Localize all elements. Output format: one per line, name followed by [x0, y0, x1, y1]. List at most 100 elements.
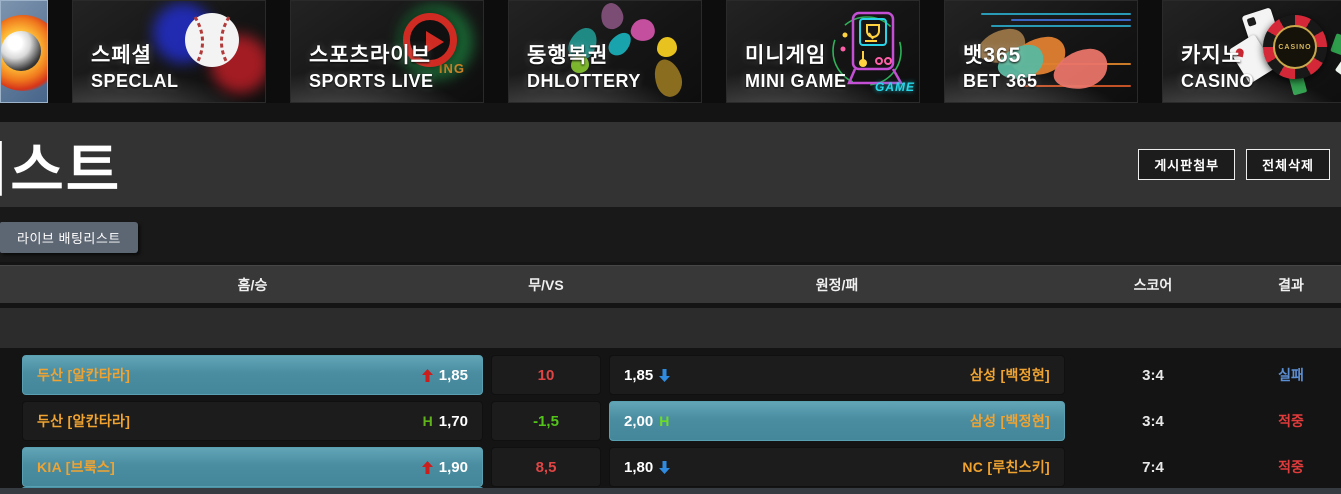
odds-up-arrow-icon: [421, 368, 433, 382]
home-odds-value: 1,85: [421, 366, 468, 384]
lottery-bean-icon: [598, 1, 626, 32]
title-clip: 리스트: [0, 122, 420, 207]
bet-row: 두산 [알칸타라] H 1,70 -1,5 2,00 H 삼성 [백정현] 3:…: [0, 401, 1341, 441]
away-odds-cell[interactable]: 1,85 삼성 [백정현]: [609, 355, 1065, 395]
tile-label-en: DHLOTTERY: [527, 71, 641, 91]
table-header: 홈/승 무/VS 원정/패 스코어 결과: [0, 265, 1341, 303]
tile-labels: 뱃365 BET 365: [963, 39, 1038, 92]
tile-label-en: SPORTS LIVE: [309, 71, 434, 91]
play-button-icon: [403, 13, 457, 67]
odds-number: 1,70: [438, 412, 468, 430]
handicap-marker: H: [659, 413, 670, 429]
tile-label-en: MINI GAME: [745, 71, 847, 91]
nav-tile-dhlottery[interactable]: 동행복권 DHLOTTERY: [508, 0, 702, 103]
tile-label-kr: 카지노: [1181, 44, 1242, 67]
tile-sheen: [1163, 70, 1341, 102]
odds-down-arrow-icon: [659, 460, 671, 474]
odds-number: 1,80: [624, 458, 654, 476]
nav-tile-sports-live[interactable]: ING 스포츠라이브 SPORTS LIVE: [290, 0, 484, 103]
tile-labels: 미니게임 MINI GAME: [745, 39, 847, 92]
casino-chip-icon: CASINO: [1263, 15, 1327, 79]
nav-tile-hot-match[interactable]: [0, 0, 48, 103]
col-header-away-lose: 원정/패: [815, 276, 859, 293]
nav-tile-special[interactable]: 스페셜 SPECLAL: [72, 0, 266, 103]
odds-up-arrow-icon: [421, 460, 433, 474]
tile-label-en: CASINO: [1181, 71, 1255, 91]
lottery-bean-icon: [657, 37, 677, 57]
tile-label-kr: 미니게임: [745, 44, 827, 67]
nav-tile-bet365[interactable]: 뱃365 BET 365: [944, 0, 1138, 103]
chip-label: CASINO: [1278, 43, 1312, 51]
tab-live-betting-list[interactable]: 라이브 배팅리스트: [0, 222, 138, 253]
away-team-label: 삼성 [백정현]: [969, 413, 1050, 429]
home-team-label: 두산 [알칸타라]: [37, 413, 131, 429]
tile-sheen: [945, 70, 1135, 102]
home-odds-value: H 1,70: [423, 413, 468, 430]
mini-card-icon: [1330, 33, 1341, 56]
result-badge: 적중: [1278, 459, 1304, 475]
home-team-label: KIA [브룩스]: [37, 459, 116, 475]
home-odds-value: 1,90: [421, 458, 468, 476]
tile-label-en: SPECLAL: [91, 71, 179, 91]
home-odds-cell[interactable]: 두산 [알칸타라] H 1,70: [22, 401, 483, 441]
score-value: 7:4: [1142, 458, 1164, 476]
tile-extra-text: GAME: [875, 80, 915, 94]
away-odds-cell[interactable]: 2,00 H 삼성 [백정현]: [609, 401, 1065, 441]
home-odds-cell[interactable]: 두산 [알칸타라] 1,85: [22, 355, 483, 395]
empty-group-row: [0, 308, 1341, 348]
board-attach-button[interactable]: 게시판첨부: [1138, 149, 1236, 180]
handicap-value: 8,5: [535, 458, 557, 476]
away-team-label: 삼성 [백정현]: [969, 367, 1050, 383]
away-odds-cell[interactable]: 1,80 NC [루친스키]: [609, 447, 1065, 487]
speed-line-icon: [1011, 19, 1131, 21]
col-header-score: 스코어: [1133, 276, 1173, 293]
result-badge: 적중: [1278, 413, 1304, 429]
tile-label-kr: 동행복권: [527, 44, 609, 67]
title-band: 리스트 게시판첨부 전체삭제: [0, 122, 1341, 207]
score-value: 3:4: [1142, 412, 1164, 430]
tile-labels: 카지노 CASINO: [1181, 39, 1254, 92]
col-header-draw-vs: 무/VS: [528, 276, 564, 293]
tile-labels: 동행복권 DHLOTTERY: [527, 39, 641, 92]
fireball-soccer-icon: [1, 15, 47, 91]
bottom-partial-band: [0, 488, 1341, 494]
away-team-label: NC [루친스키]: [962, 459, 1050, 475]
handicap-value: -1,5: [533, 412, 559, 430]
home-odds-cell[interactable]: KIA [브룩스] 1,90: [22, 447, 483, 487]
draw-vs-cell[interactable]: -1,5: [491, 401, 601, 441]
tile-label-kr: 뱃365: [963, 44, 1022, 67]
handicap-marker: H: [422, 413, 433, 429]
handicap-value: 10: [537, 366, 555, 384]
away-odds-value: 1,85: [624, 366, 671, 384]
draw-vs-cell[interactable]: 10: [491, 355, 601, 395]
away-odds-value: 2,00 H: [624, 413, 669, 430]
top-nav: 스페셜 SPECLAL ING 스포츠라이브 SPORTS LIVE: [0, 0, 1341, 103]
delete-all-button[interactable]: 전체삭제: [1246, 149, 1330, 180]
col-header-home-win: 홈/승: [237, 276, 268, 293]
odds-number: 1,85: [438, 366, 468, 384]
arcade-machine-icon: [832, 11, 904, 86]
speed-line-icon: [991, 25, 1131, 27]
tile-labels: 스페셜 SPECLAL: [91, 39, 179, 92]
tile-label-kr: 스페셜: [91, 44, 152, 67]
odds-number: 2,00: [624, 412, 654, 430]
tab-strip: 라이브 배팅리스트: [0, 207, 1341, 262]
page-title: 리스트: [0, 137, 122, 203]
odds-number: 1,85: [624, 366, 654, 384]
tile-sheen: [509, 70, 699, 102]
tile-sheen: [727, 70, 917, 102]
score-value: 3:4: [1142, 366, 1164, 384]
tile-sheen: [73, 70, 263, 102]
odds-number: 1,90: [438, 458, 468, 476]
tile-label-kr: 스포츠라이브: [309, 44, 431, 67]
odds-down-arrow-icon: [659, 368, 671, 382]
draw-vs-cell[interactable]: 8,5: [491, 447, 601, 487]
speed-line-icon: [981, 13, 1131, 15]
nav-tile-mini-game[interactable]: GAME 미니게임 MINI GAME: [726, 0, 920, 103]
nav-tile-casino[interactable]: CASINO 카지노 CASINO: [1162, 0, 1341, 103]
away-odds-value: 1,80: [624, 458, 671, 476]
bet-row: 두산 [알칸타라] 1,85 10 1,85 삼성 [백정현] 3:4 실패: [0, 355, 1341, 395]
nav-gap: [0, 103, 1341, 122]
tile-labels: 스포츠라이브 SPORTS LIVE: [309, 39, 434, 92]
